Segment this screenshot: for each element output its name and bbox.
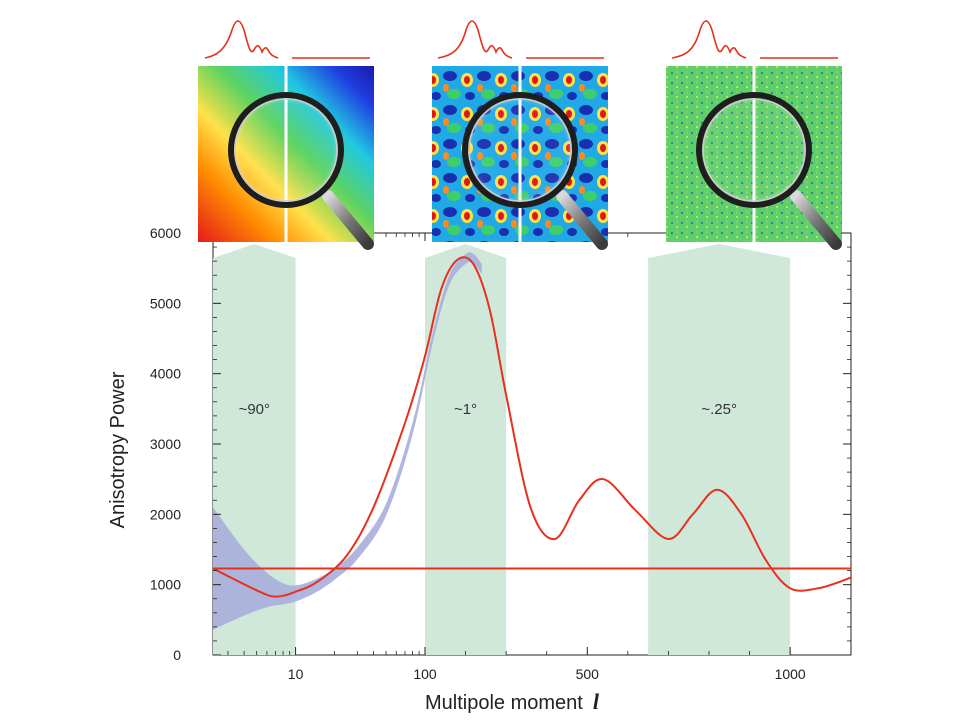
magnifier-icon xyxy=(228,92,374,250)
x-tick-label: 100 xyxy=(413,666,437,682)
inset-spectrum-sketch xyxy=(437,20,513,59)
scale-band-2 xyxy=(425,244,507,655)
power-spectrum-curve xyxy=(213,256,851,598)
inset-large-scale xyxy=(198,20,374,250)
band-label: ~90° xyxy=(239,401,270,418)
y-tick-label: 1000 xyxy=(150,577,181,593)
y-tick-label: 2000 xyxy=(150,506,181,522)
y-axis: 0 1000 2000 3000 4000 5000 6000 xyxy=(150,225,851,663)
series-layer xyxy=(213,252,851,630)
inset-spectrum-sketch xyxy=(204,20,279,59)
x-axis-title-group: Multipole moment l xyxy=(425,689,600,714)
x-axis-symbol: l xyxy=(593,689,600,714)
y-tick-label: 4000 xyxy=(150,366,181,382)
x-axis-title: Multipole moment xyxy=(425,692,583,714)
x-tick-label: 500 xyxy=(576,666,600,682)
inset-spectrum-sketch xyxy=(671,20,747,59)
band-label: ~.25° xyxy=(701,401,737,418)
x-tick-label: 1000 xyxy=(775,666,806,682)
magnifier-icon xyxy=(696,92,842,250)
band-label: ~1° xyxy=(454,401,477,418)
uncertainty-band xyxy=(213,252,482,630)
band-labels: ~90° ~1° ~.25° xyxy=(239,401,737,418)
x-tick-label: 10 xyxy=(288,666,304,682)
y-tick-label: 6000 xyxy=(150,225,181,241)
scale-band-3 xyxy=(648,244,791,655)
y-tick-label: 3000 xyxy=(150,436,181,452)
magnifier-icon xyxy=(462,92,608,250)
y-axis-title: Anisotropy Power xyxy=(107,371,129,528)
inset-small-scale xyxy=(666,20,842,250)
inset-medium-scale xyxy=(432,20,608,250)
y-tick-label: 0 xyxy=(173,647,181,663)
y-tick-label: 5000 xyxy=(150,295,181,311)
